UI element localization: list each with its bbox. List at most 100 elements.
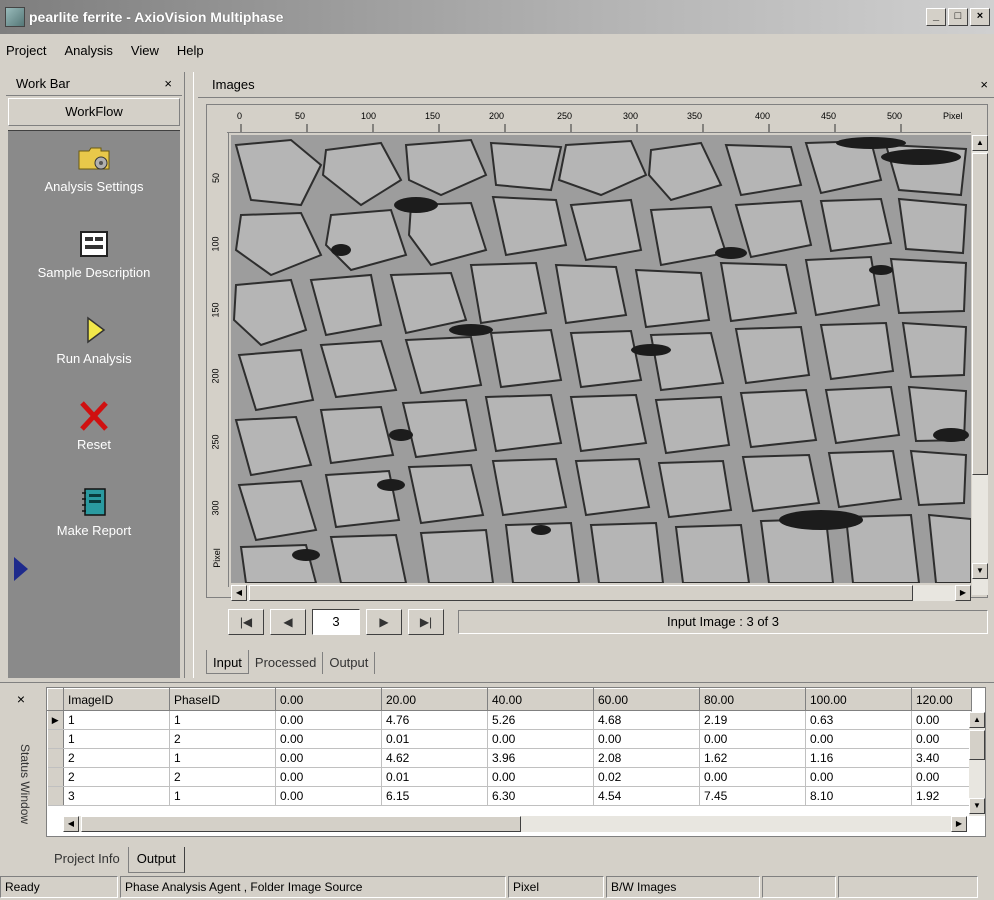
column-header[interactable]: 100.00 xyxy=(805,688,912,711)
tab-workflow[interactable]: WorkFlow xyxy=(8,98,180,126)
workflow-item-make-report[interactable]: Make Report xyxy=(8,487,180,538)
table-cell[interactable]: 0.00 xyxy=(699,729,806,749)
table-cell[interactable]: 0.00 xyxy=(275,786,382,806)
image-page-field[interactable]: 3 xyxy=(312,609,360,635)
table-cell[interactable]: 0.01 xyxy=(381,729,488,749)
tab-processed[interactable]: Processed xyxy=(249,652,324,674)
table-cell[interactable]: 0.00 xyxy=(805,729,912,749)
scroll-down-icon[interactable]: ▼ xyxy=(969,798,985,814)
table-cell[interactable]: 3.40 xyxy=(911,748,972,768)
table-cell[interactable]: 0.00 xyxy=(275,729,382,749)
row-header[interactable] xyxy=(47,786,64,806)
minimize-button[interactable]: _ xyxy=(926,8,946,26)
workflow-item-sample-description[interactable]: Sample Description xyxy=(8,229,180,280)
table-cell[interactable]: 1 xyxy=(169,786,276,806)
column-header[interactable]: PhaseID xyxy=(169,688,276,711)
table-cell[interactable]: 3 xyxy=(63,786,170,806)
column-header[interactable]: 120.00 xyxy=(911,688,972,711)
first-image-button[interactable]: |◀ xyxy=(228,609,264,635)
table-cell[interactable]: 1.62 xyxy=(699,748,806,768)
image-vertical-scrollbar[interactable]: ▲ ▼ xyxy=(972,135,988,595)
scroll-down-icon[interactable]: ▼ xyxy=(972,563,988,579)
tab-project-info[interactable]: Project Info xyxy=(54,851,120,866)
menu-help[interactable]: Help xyxy=(176,42,204,58)
image-horizontal-scrollbar[interactable]: ◀ ▶ xyxy=(231,585,971,601)
column-header[interactable]: ImageID xyxy=(63,688,170,711)
workflow-item-reset[interactable]: Reset xyxy=(8,401,180,452)
menu-view[interactable]: View xyxy=(130,42,159,58)
table-cell[interactable]: 6.30 xyxy=(487,786,594,806)
table-cell[interactable]: 2 xyxy=(63,748,170,768)
status-window-close-icon[interactable]: × xyxy=(16,691,26,707)
table-cell[interactable]: 4.68 xyxy=(593,710,700,730)
close-button[interactable]: × xyxy=(970,8,990,26)
tab-output[interactable]: Output xyxy=(127,847,185,873)
table-cell[interactable]: 0.00 xyxy=(911,710,972,730)
table-cell[interactable]: 0.00 xyxy=(593,729,700,749)
table-cell[interactable]: 8.10 xyxy=(805,786,912,806)
grid-vertical-scrollbar[interactable]: ▲ ▼ xyxy=(969,712,985,816)
table-row[interactable]: 2 2 0.00 0.01 0.00 0.02 0.00 0.00 0.00 xyxy=(47,767,972,787)
table-cell[interactable]: 6.15 xyxy=(381,786,488,806)
table-cell[interactable]: 0.01 xyxy=(381,767,488,787)
tab-input[interactable]: Input xyxy=(206,650,249,674)
menu-analysis[interactable]: Analysis xyxy=(64,42,113,58)
workflow-item-run-analysis[interactable]: Run Analysis xyxy=(8,315,180,366)
column-header[interactable]: 60.00 xyxy=(593,688,700,711)
scroll-up-icon[interactable]: ▲ xyxy=(969,712,985,728)
table-cell[interactable]: 4.76 xyxy=(381,710,488,730)
table-cell[interactable]: 1.16 xyxy=(805,748,912,768)
maximize-button[interactable]: □ xyxy=(948,8,968,26)
table-cell[interactable]: 0.00 xyxy=(911,729,972,749)
images-panel-close-icon[interactable]: × xyxy=(980,77,988,92)
next-image-button[interactable]: ▶ xyxy=(366,609,402,635)
column-header[interactable]: 80.00 xyxy=(699,688,806,711)
table-cell[interactable]: 0.00 xyxy=(275,748,382,768)
row-header[interactable] xyxy=(47,748,64,768)
table-cell[interactable]: 2 xyxy=(169,767,276,787)
table-cell[interactable]: 0.63 xyxy=(805,710,912,730)
table-cell[interactable]: 2.19 xyxy=(699,710,806,730)
table-cell[interactable]: 2.08 xyxy=(593,748,700,768)
table-cell[interactable]: 5.26 xyxy=(487,710,594,730)
table-cell[interactable]: 7.45 xyxy=(699,786,806,806)
panel-splitter[interactable] xyxy=(184,72,194,678)
table-cell[interactable]: 0.00 xyxy=(275,710,382,730)
table-cell[interactable]: 1 xyxy=(63,729,170,749)
table-cell[interactable]: 4.62 xyxy=(381,748,488,768)
column-header[interactable]: 40.00 xyxy=(487,688,594,711)
column-header[interactable]: 0.00 xyxy=(275,688,382,711)
scroll-thumb[interactable] xyxy=(972,153,988,475)
table-row[interactable]: 3 1 0.00 6.15 6.30 4.54 7.45 8.10 1.92 xyxy=(47,786,972,806)
micrograph-image[interactable] xyxy=(231,135,971,583)
table-cell[interactable]: 0.02 xyxy=(593,767,700,787)
grid-horizontal-scrollbar[interactable]: ◀ ▶ xyxy=(63,816,967,832)
table-cell[interactable]: 0.00 xyxy=(487,729,594,749)
table-row[interactable]: 1 2 0.00 0.01 0.00 0.00 0.00 0.00 0.00 xyxy=(47,729,972,749)
row-header[interactable] xyxy=(47,767,64,787)
tab-output[interactable]: Output xyxy=(323,652,376,674)
previous-image-button[interactable]: ◀ xyxy=(270,609,306,635)
workflow-item-analysis-settings[interactable]: Analysis Settings xyxy=(8,143,180,194)
scroll-right-icon[interactable]: ▶ xyxy=(955,585,971,601)
last-image-button[interactable]: ▶| xyxy=(408,609,444,635)
scroll-thumb[interactable] xyxy=(969,730,985,760)
table-cell[interactable]: 0.00 xyxy=(911,767,972,787)
table-cell[interactable]: 1.92 xyxy=(911,786,972,806)
table-row[interactable]: ▶ 1 1 0.00 4.76 5.26 4.68 2.19 0.63 0.00 xyxy=(47,710,972,730)
table-row[interactable]: 2 1 0.00 4.62 3.96 2.08 1.62 1.16 3.40 xyxy=(47,748,972,768)
table-cell[interactable]: 1 xyxy=(169,710,276,730)
table-cell[interactable]: 0.00 xyxy=(699,767,806,787)
menu-project[interactable]: Project xyxy=(6,42,47,58)
table-cell[interactable]: 2 xyxy=(169,729,276,749)
scroll-thumb[interactable] xyxy=(249,585,913,601)
table-cell[interactable]: 1 xyxy=(63,710,170,730)
row-header[interactable] xyxy=(47,729,64,749)
table-cell[interactable]: 0.00 xyxy=(805,767,912,787)
table-cell[interactable]: 0.00 xyxy=(487,767,594,787)
scroll-up-icon[interactable]: ▲ xyxy=(972,135,988,151)
table-cell[interactable]: 4.54 xyxy=(593,786,700,806)
table-cell[interactable]: 2 xyxy=(63,767,170,787)
table-cell[interactable]: 0.00 xyxy=(275,767,382,787)
scroll-left-icon[interactable]: ◀ xyxy=(231,585,247,601)
